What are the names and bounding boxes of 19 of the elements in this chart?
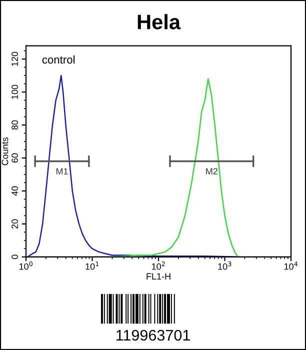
x-tick-label: 10$^{4}$: [284, 262, 298, 270]
chart-title: Hela: [138, 14, 181, 30]
x-axis-title: FL1-H: [146, 273, 170, 280]
x-tick-label: 10$^{1}$: [86, 262, 99, 270]
series-label: M2: [206, 168, 218, 174]
x-tick-label: 10$^{2}$: [152, 261, 165, 270]
x-tick-label: 10$^{3}$: [218, 261, 232, 270]
y-tick-label: 120: [12, 52, 18, 66]
y-axis-title: Counts: [2, 137, 8, 166]
y-tick-label: 60: [12, 153, 18, 163]
annotation: control: [42, 55, 75, 64]
x-tick-label: 10$^{0}$: [19, 261, 33, 270]
y-tick-label: 40: [12, 186, 18, 196]
y-tick-label: 0: [12, 254, 18, 260]
y-tick-label: 100: [12, 84, 18, 99]
y-tick-label: 20: [12, 219, 18, 228]
text: 119963701: [116, 330, 190, 341]
series-label: M1: [56, 168, 68, 174]
y-tick-label: 80: [12, 120, 18, 130]
